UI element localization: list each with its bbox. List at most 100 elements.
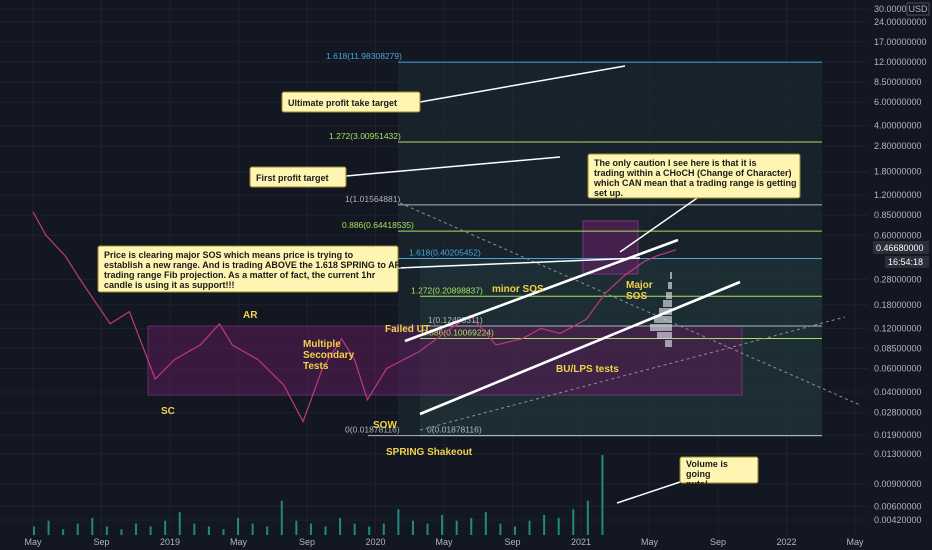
price-tick-label: 0.60000000 xyxy=(874,230,922,240)
dashed-trendline-up xyxy=(419,316,846,431)
volume-bar xyxy=(499,523,502,535)
volume-bar xyxy=(222,529,225,535)
volume-profile-bin xyxy=(670,272,672,279)
volume-bar xyxy=(266,526,269,535)
time-tick-label: Sep xyxy=(299,537,315,547)
volume-bar xyxy=(309,523,312,535)
label-ar: AR xyxy=(243,310,258,321)
time-tick-label: 2020 xyxy=(365,537,385,547)
volume-bar xyxy=(105,526,108,535)
fib-level-label: 1.618(0.40205452) xyxy=(409,247,481,257)
fib-level-label: 1.272(0.20898837) xyxy=(411,285,483,295)
volume-bar xyxy=(353,523,356,535)
price-series-line xyxy=(32,211,677,423)
countdown-label: 16:54:18 xyxy=(888,257,923,267)
time-tick-label: May xyxy=(641,537,659,547)
volume-bar xyxy=(557,517,560,535)
volume-bar xyxy=(543,515,546,535)
time-tick-label: 2019 xyxy=(160,537,180,547)
volume-bar xyxy=(178,512,181,535)
callout-pointer-first xyxy=(345,156,561,177)
price-tick-label: 8.50000000 xyxy=(874,77,922,87)
price-tick-label: 0.85000000 xyxy=(874,210,922,220)
price-tick-label: 1.80000000 xyxy=(874,167,922,177)
fib-level-label: 0(0.01878116) xyxy=(427,425,482,435)
fib-level-label: 0(0.01878116) xyxy=(345,425,400,435)
price-tick-label: 0.18000000 xyxy=(874,300,922,310)
volume-bar xyxy=(207,526,210,535)
volume-profile-bin xyxy=(665,340,672,347)
fib-level-label: 1(1.01564881) xyxy=(345,194,400,204)
price-tick-label: 0.08500000 xyxy=(874,343,922,353)
fib-level-label: 1.272(3.00951432) xyxy=(329,131,401,141)
label-multiple-sts: Multiple Secondary Tests xyxy=(303,339,355,372)
volume-bar xyxy=(149,526,152,535)
volume-bar xyxy=(62,529,65,535)
volume-bar xyxy=(513,526,516,535)
volume-bar xyxy=(601,455,604,535)
note-first-target[interactable]: First profit target xyxy=(249,166,347,188)
fib-level-label: 0.886(0.10069224) xyxy=(422,328,494,338)
time-axis[interactable]: May Sep 2019 May Sep 2020 May Sep 2021 May Sep 2022… xyxy=(24,537,864,547)
label-minor-sos: minor SOS xyxy=(492,284,544,295)
volume-bar xyxy=(586,500,589,535)
callout-pointer-sos xyxy=(397,257,641,269)
label-failed-ut: Failed UT xyxy=(385,324,430,335)
time-tick-label: May xyxy=(230,537,248,547)
callout-pointer-volume xyxy=(616,481,681,504)
note-ultimate-target[interactable]: Ultimate profit take target xyxy=(281,91,421,113)
channel-lower-line[interactable] xyxy=(419,280,741,416)
volume-bar xyxy=(47,520,50,535)
volume-profile-bin xyxy=(666,292,672,299)
price-tick-label: 4.00000000 xyxy=(874,121,922,131)
price-tick-label: 0.00600000 xyxy=(874,502,922,512)
label-major-sos: Major SOS xyxy=(626,280,653,302)
fib-level-label: 0.886(0.64418535) xyxy=(342,220,414,230)
label-spring: SPRING Shakeout xyxy=(386,447,473,458)
time-tick-label: Sep xyxy=(93,537,109,547)
price-tick-label: 0.00900000 xyxy=(874,479,922,489)
label-sc: SC xyxy=(161,406,175,417)
price-tick-label: 24.00000000 xyxy=(874,17,927,27)
label-sow: SOW xyxy=(373,420,397,431)
volume-bar xyxy=(339,517,342,535)
volume-bar xyxy=(135,523,138,535)
volume-bar xyxy=(572,509,575,535)
time-tick-label: Sep xyxy=(504,537,520,547)
volume-bar xyxy=(280,500,283,535)
price-axis[interactable]: 30.00000000 24.00000000 17.00000000 12.0000… xyxy=(874,4,927,525)
note-choch-caution[interactable]: The only caution I see here is that it i… xyxy=(587,153,801,199)
note-price-sos[interactable]: Price is clearing major SOS which means … xyxy=(97,245,402,293)
volume-bar xyxy=(368,526,371,535)
note-volume[interactable]: Volume is going nuts! xyxy=(679,456,759,489)
volume-bar xyxy=(251,523,254,535)
countdown-badge xyxy=(885,256,929,268)
price-tick-label: 0.06000000 xyxy=(874,363,922,373)
channel-upper-line[interactable] xyxy=(404,238,679,343)
svg-text:The only caution I see here is: The only caution I see here is that it i… xyxy=(593,158,797,198)
volume-bar xyxy=(426,523,429,535)
price-tick-label: 12.00000000 xyxy=(874,57,927,67)
volume-bar xyxy=(455,520,458,535)
price-tick-label: 30.00000000 xyxy=(874,4,927,14)
svg-text:Price is clearing major SOS wh: Price is clearing major SOS which means … xyxy=(104,250,402,290)
volume-bar xyxy=(76,523,79,535)
volume-bar xyxy=(397,509,400,535)
time-tick-label: 2021 xyxy=(571,537,591,547)
current-price-badge xyxy=(873,241,929,254)
current-price-label: 0.46680000 xyxy=(876,243,924,253)
volume-bar xyxy=(295,520,298,535)
callout-pointer-choch xyxy=(619,195,701,253)
volume-bar xyxy=(528,520,531,535)
time-tick-label: May xyxy=(435,537,453,547)
volume-bar xyxy=(91,517,94,535)
time-tick-label: May xyxy=(846,537,864,547)
volume-profile-bin xyxy=(663,300,672,307)
currency-label: USD xyxy=(908,4,928,14)
volume-bars xyxy=(33,455,604,535)
volume-bar xyxy=(164,520,167,535)
price-tick-label: 1.20000000 xyxy=(874,190,922,200)
volume-profile-bin xyxy=(654,316,672,323)
